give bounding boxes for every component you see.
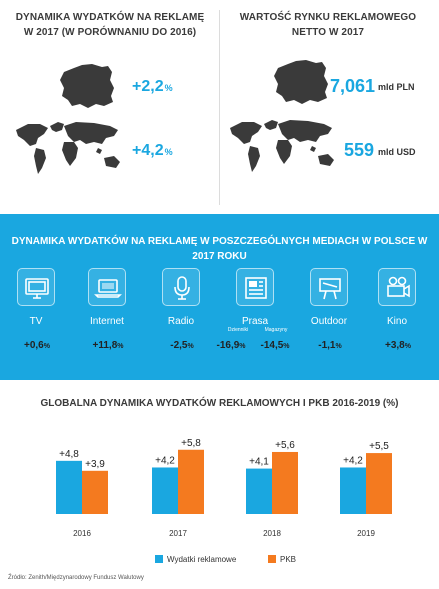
- chart-title: GLOBALNA DYNAMIKA WYDATKÓW REKLAMOWYCH I…: [40, 398, 399, 409]
- x-tick-2017: 2017: [169, 529, 187, 538]
- divider: [219, 10, 220, 205]
- top-section: DYNAMIKA WYDATKÓW NA REKLAMĘ W 2017 (W P…: [0, 0, 439, 212]
- bar-ads-2018: [246, 468, 272, 514]
- media-value-press-dailies: -16,9%: [216, 340, 246, 351]
- right-world-value: 559: [344, 140, 375, 160]
- billboard-icon: [319, 278, 341, 300]
- media-label-press: Prasa: [241, 316, 269, 327]
- data-label-gdp-2017: +5,8: [181, 438, 201, 449]
- media-sub-press-dailies: Dzienniki: [227, 327, 249, 333]
- bar-gdp-2017: [178, 449, 204, 514]
- data-label-gdp-2019: +5,5: [369, 441, 389, 452]
- right-panel-title: WARTOŚĆ RYNKU REKLAMOWEGO NETTO W 2017: [239, 12, 417, 38]
- right-world-unit: mld USD: [378, 147, 416, 157]
- bar-ads-2017: [152, 467, 178, 514]
- data-label-ads-2016: +4,8: [59, 449, 79, 460]
- tv-icon: [25, 278, 49, 299]
- microphone-icon: [174, 276, 190, 300]
- data-label-ads-2019: +4,2: [343, 455, 363, 466]
- left-panel-title: DYNAMIKA WYDATKÓW NA REKLAMĘ W 2017 (W P…: [15, 12, 205, 38]
- data-label-ads-2017: +4,2: [155, 455, 175, 466]
- left-poland-value: +2,2%: [132, 78, 173, 95]
- newspaper-icon: [245, 277, 267, 299]
- bar-gdp-2019: [366, 453, 392, 514]
- media-label-radio: Radio: [167, 316, 195, 327]
- media-title: DYNAMIKA WYDATKÓW NA REKLAMĘ W POSZCZEGÓ…: [11, 236, 428, 262]
- x-tick-2016: 2016: [73, 529, 91, 538]
- data-label-ads-2018: +4,1: [249, 457, 269, 468]
- world-map-left: [14, 120, 126, 178]
- media-value-press-magazines: -14,5%: [260, 340, 290, 351]
- laptop-icon: [94, 279, 122, 298]
- media-label-tv: TV: [29, 316, 43, 327]
- right-poland-unit: mld PLN: [378, 82, 415, 92]
- poland-map-right: [272, 58, 330, 106]
- tv-tile: [17, 268, 55, 306]
- media-value-internet: +11,8%: [92, 340, 124, 351]
- x-tick-2019: 2019: [357, 529, 375, 538]
- media-label-internet: Internet: [90, 316, 124, 327]
- left-world-value: +4,2%: [132, 142, 173, 159]
- world-map-right: [228, 118, 340, 176]
- media-label-outdoor: Outdoor: [310, 316, 348, 327]
- poland-map-left: [58, 62, 116, 110]
- media-section: DYNAMIKA WYDATKÓW NA REKLAMĘ W POSZCZEGÓ…: [0, 214, 439, 380]
- data-label-gdp-2018: +5,6: [275, 440, 295, 451]
- source-note: Źródło: Zenith/Międzynarodowy Fundusz Wa…: [8, 575, 144, 581]
- media-value-outdoor: -1,1%: [318, 340, 342, 351]
- legend-swatch-gdp: [268, 555, 276, 563]
- bar-ads-2019: [340, 467, 366, 514]
- media-label-cinema: Kino: [386, 316, 407, 327]
- global-bar-chart: +4,8 +3,9 2016 +4,2 +5,8 2017 +4,1 +5,6 2018 +4,2…: [56, 438, 392, 538]
- internet-tile: [88, 268, 126, 306]
- radio-tile: [162, 268, 200, 306]
- legend-ads: Wydatki reklamowe: [155, 555, 236, 564]
- bar-gdp-2018: [272, 451, 298, 514]
- legend-gdp: PKB: [268, 555, 296, 564]
- cinema-tile: [378, 268, 416, 306]
- right-poland-value: 7,061: [330, 76, 376, 96]
- bar-gdp-2016: [82, 470, 108, 514]
- media-sub-press-magazines: Magazyny: [264, 327, 288, 333]
- x-tick-2018: 2018: [263, 529, 281, 538]
- legend-swatch-ads: [155, 555, 163, 563]
- bar-ads-2016: [56, 460, 82, 514]
- media-value-cinema: +3,8%: [385, 340, 411, 351]
- media-value-radio: -2,5%: [170, 340, 194, 351]
- media-value-tv: +0,6%: [24, 340, 50, 351]
- film-camera-icon: [387, 276, 410, 298]
- data-label-gdp-2016: +3,9: [85, 459, 105, 470]
- outdoor-tile: [310, 268, 348, 306]
- press-tile: [236, 268, 274, 306]
